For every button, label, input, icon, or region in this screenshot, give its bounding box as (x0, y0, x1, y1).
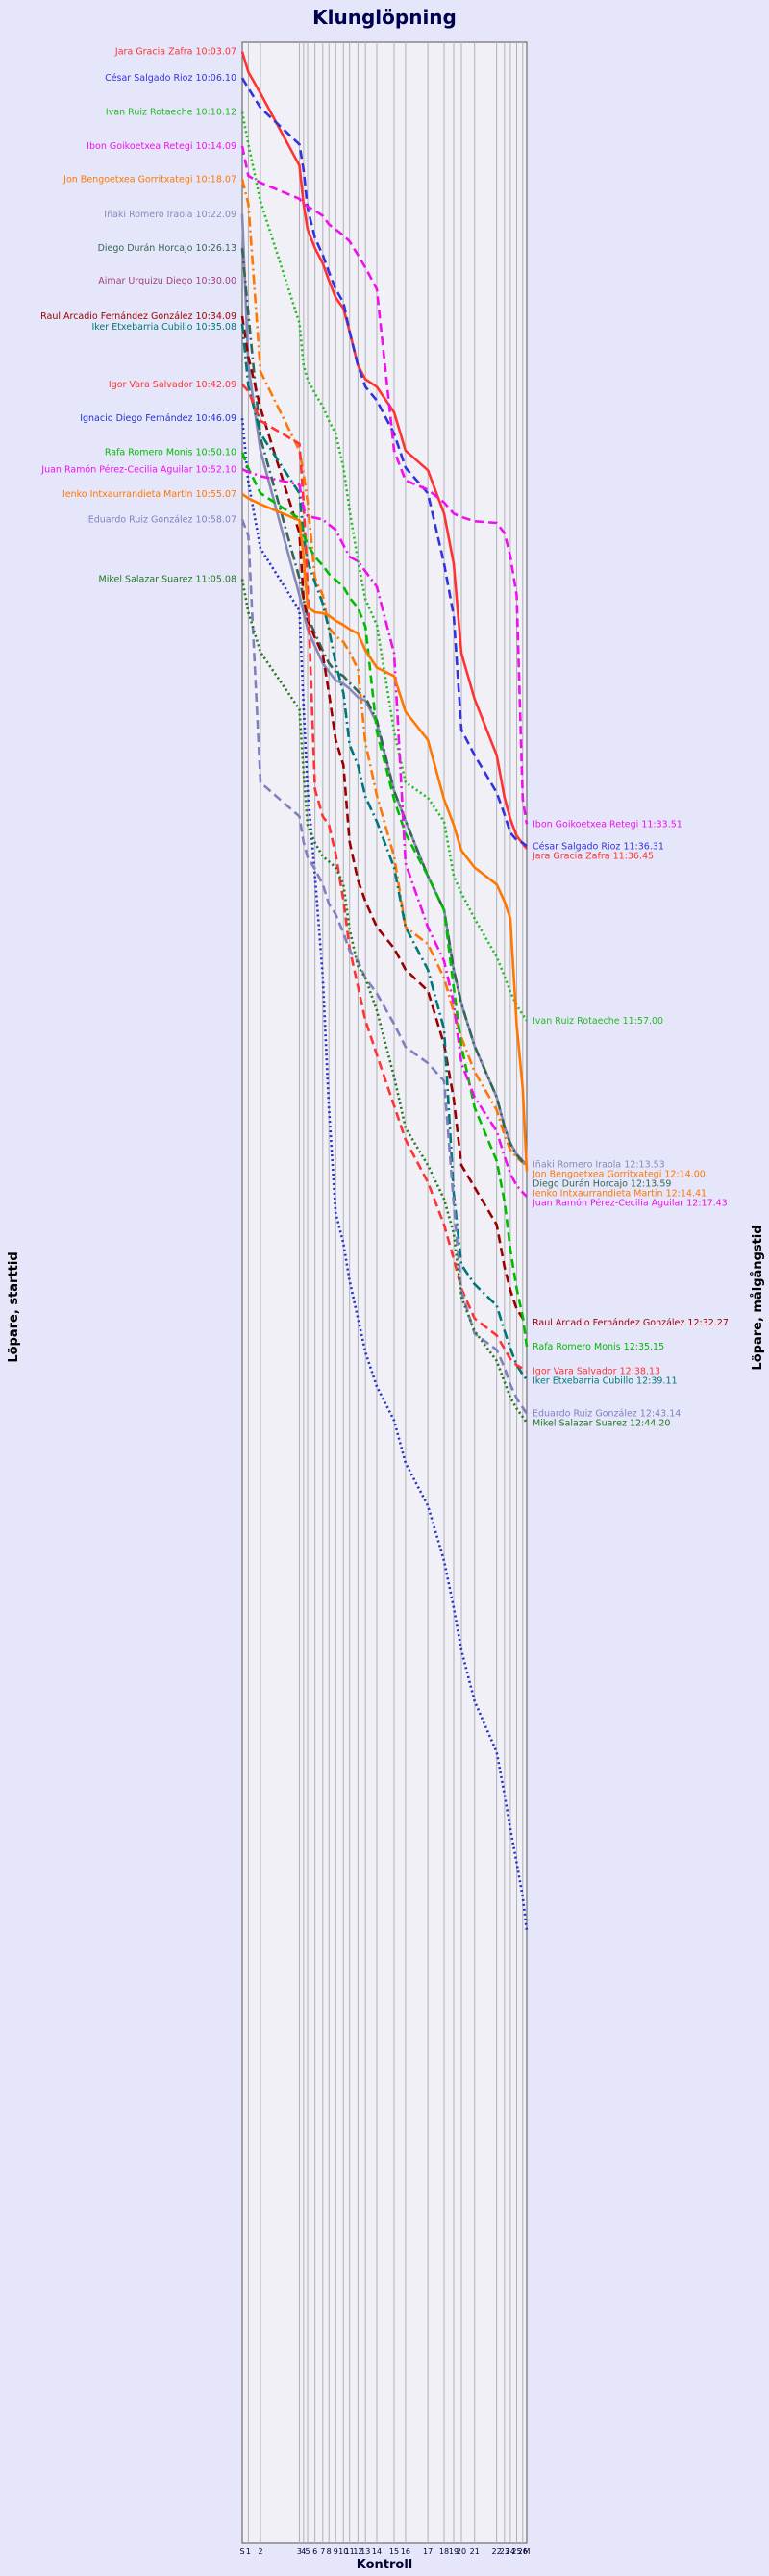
x-tick-label-27: M (524, 2547, 531, 2556)
x-tick-label-20: 20 (457, 2547, 466, 2556)
finish-label-16: Mikel Salazar Suarez 12:44.20 (533, 1419, 670, 1429)
x-tick-label-9: 9 (334, 2547, 338, 2556)
finish-label-9: Iker Etxebarria Cubillo 12:39.11 (533, 1375, 678, 1386)
x-tick-label-0: S (239, 2547, 244, 2556)
series-line-1 (240, 77, 528, 848)
series-line-5 (240, 213, 528, 1166)
x-tick-label-7: 7 (320, 2547, 325, 2556)
start-label-4: Jon Bengoetxea Gorritxategi 10:18.07 (62, 174, 236, 185)
x-axis-label: Kontroll (357, 2558, 413, 2572)
x-tick-label-1: 1 (246, 2547, 251, 2556)
finish-label-3: Ibon Goikoetxea Retegi 11:33.51 (533, 819, 682, 830)
start-label-13: Juan Ramón Pérez-Cecilia Aguilar 10:52.1… (40, 464, 236, 475)
series-line-3 (240, 145, 529, 825)
series-line-11 (240, 418, 529, 1931)
start-label-9: Iker Etxebarria Cubillo 10:35.08 (91, 322, 236, 333)
start-label-8: Raul Arcadio Fernández González 10:34.09 (40, 311, 236, 322)
plot-area (241, 41, 528, 2544)
finish-label-0: Jara Gracia Zafra 11:36.45 (532, 851, 654, 861)
finish-label-1: César Salgado Rioz 11:36.31 (533, 841, 664, 852)
start-label-0: Jara Gracia Zafra 10:03.07 (114, 47, 236, 58)
finish-label-6: Diego Durán Horcajo 12:13.59 (533, 1178, 671, 1189)
start-label-15: Eduardo Ruiz González 10:58.07 (88, 515, 236, 526)
start-label-1: César Salgado Rioz 10:06.10 (105, 73, 236, 84)
series-line-13 (241, 468, 528, 1198)
x-tick-label-10: 10 (338, 2547, 348, 2556)
finish-label-14: Ienko Intxaurrandieta Martin 12:14.41 (533, 1188, 707, 1199)
series-line-12 (240, 452, 529, 1347)
x-tick-label-11: 11 (345, 2547, 355, 2556)
finish-label-5: Iñaki Romero Iraola 12:13.53 (533, 1159, 665, 1170)
start-label-2: Ivan Ruiz Rotaeche 10:10.12 (106, 108, 236, 118)
finish-label-4: Jon Bengoetxea Gorritxategi 12:14.00 (532, 1169, 706, 1179)
start-label-11: Ignacio Diego Fernández 10:46.09 (80, 413, 236, 424)
start-label-10: Igor Vara Salvador 10:42.09 (109, 380, 236, 390)
x-tick-label-5: 5 (305, 2547, 310, 2556)
y-axis-label-left: Löpare, starttid (7, 1251, 21, 1362)
x-tick-label-25: 25 (511, 2547, 521, 2556)
start-label-14: Ienko Intxaurrandieta Martin 10:55.07 (62, 489, 236, 500)
x-tick-label-22: 22 (492, 2547, 502, 2556)
series-line-8 (240, 315, 528, 1324)
start-label-3: Ibon Goikoetxea Retegi 10:14.09 (87, 141, 236, 152)
finish-label-8: Raul Arcadio Fernández González 12:32.27 (533, 1318, 729, 1328)
y-axis-label-right: Löpare, målgångstid (751, 1225, 765, 1370)
finish-label-15: Eduardo Ruiz González 12:43.14 (533, 1409, 681, 1420)
x-tick-label-13: 13 (360, 2547, 370, 2556)
x-tick-label-12: 12 (353, 2547, 362, 2556)
x-tick-label-6: 6 (312, 2547, 317, 2556)
series-line-2 (240, 111, 529, 1022)
x-tick-label-2: 2 (258, 2547, 262, 2556)
start-label-5: Iñaki Romero Iraola 10:22.09 (104, 210, 236, 220)
start-label-7: Aimar Urquizu Diego 10:30.00 (98, 276, 236, 286)
x-tick-label-26: 26 (518, 2547, 528, 2556)
start-label-12: Rafa Romero Monis 10:50.10 (105, 448, 236, 458)
x-tick-label-16: 16 (401, 2547, 410, 2556)
series-line-10 (241, 383, 528, 1373)
series-line-15 (240, 519, 529, 1415)
start-label-16: Mikel Salazar Suarez 11:05.08 (99, 574, 236, 584)
x-tick-label-14: 14 (372, 2547, 382, 2556)
x-tick-label-17: 17 (423, 2547, 433, 2556)
x-tick-label-3: 3 (297, 2547, 302, 2556)
start-label-6: Diego Durán Horcajo 10:26.13 (98, 243, 236, 254)
x-tick-label-18: 18 (439, 2547, 449, 2556)
finish-label-10: Igor Vara Salvador 12:38.13 (533, 1366, 660, 1376)
x-tick-label-21: 21 (470, 2547, 480, 2556)
x-tick-label-19: 19 (449, 2547, 459, 2556)
finish-label-12: Rafa Romero Monis 12:35.15 (533, 1342, 664, 1352)
x-tick-label-24: 24 (506, 2547, 515, 2556)
chart-title: Klunglöpning (312, 6, 457, 29)
x-tick-label-15: 15 (389, 2547, 399, 2556)
x-tick-label-23: 23 (500, 2547, 509, 2556)
finish-label-2: Ivan Ruiz Rotaeche 11:57.00 (533, 1016, 663, 1027)
x-tick-label-4: 4 (301, 2547, 306, 2556)
x-tick-label-8: 8 (327, 2547, 332, 2556)
series-line-14 (241, 492, 529, 1172)
finish-label-13: Juan Ramón Pérez-Cecilia Aguilar 12:17.4… (532, 1198, 728, 1208)
series-line-0 (240, 51, 529, 850)
